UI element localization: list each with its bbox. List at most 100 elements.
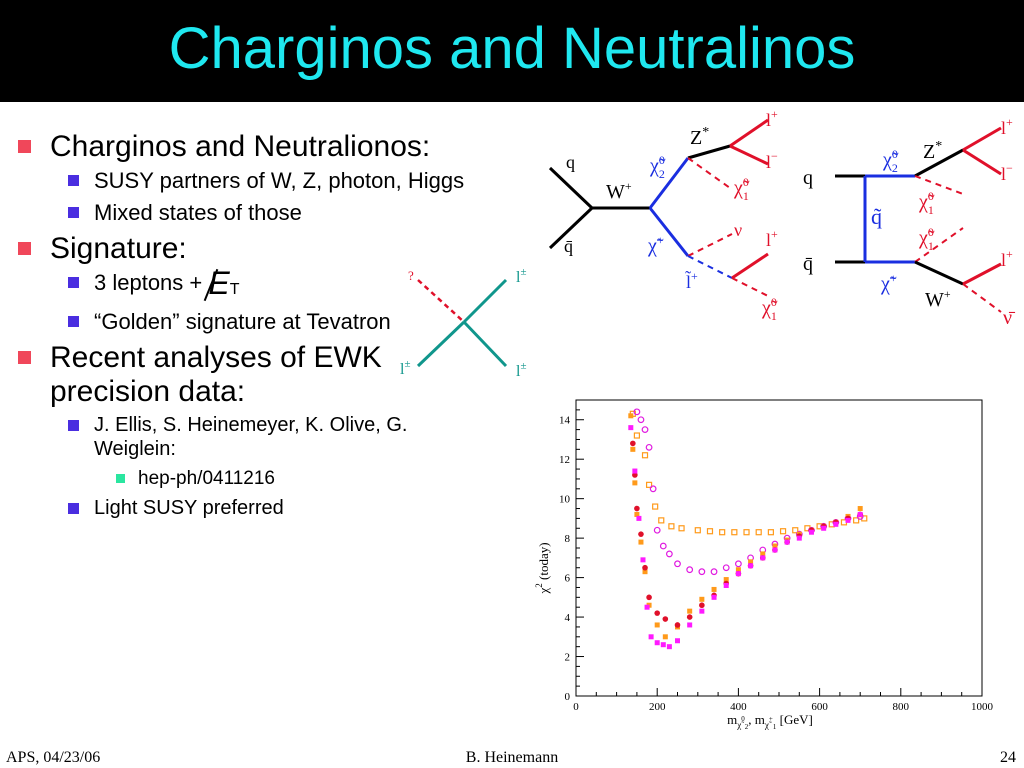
data-point: [779, 528, 787, 535]
data-point: [660, 642, 666, 648]
data-point: [634, 511, 640, 517]
x-tick-label: 800: [893, 701, 910, 713]
data-point: [857, 511, 863, 517]
bullet-text: Mixed states of those: [94, 200, 302, 225]
bullet-level2: Mixed states of those: [12, 200, 532, 226]
bullet-text: 3 leptons +: [94, 270, 209, 295]
antiquark-line: [548, 206, 594, 250]
w-boson-line: [914, 260, 964, 286]
footer-author: B. Heinemann: [465, 749, 559, 766]
data-point: [632, 468, 638, 474]
y-tick-label: 0: [565, 691, 571, 703]
data-point: [833, 521, 839, 527]
label-lepton-right: l±: [516, 360, 527, 380]
label-qbar: q̄: [803, 253, 813, 275]
lepton-right-line: [462, 320, 508, 368]
data-point: [638, 531, 644, 537]
chart-axes: 0 200 400 600 800 1000 0 2 4 6 8 10 12 14: [559, 399, 994, 713]
data-point: [767, 529, 774, 536]
neutralino1-line: [687, 157, 731, 189]
bullet-square-icon: [18, 242, 31, 255]
y-tick-label: 2: [565, 652, 571, 664]
lepton-left-line: [416, 320, 466, 368]
chargino-line: [648, 207, 690, 257]
data-point: [666, 644, 672, 650]
data-point: [694, 527, 701, 534]
label-lepton-top: l±: [516, 266, 527, 286]
bullet-square-icon: [68, 316, 79, 327]
y-tick-label: 8: [565, 533, 571, 545]
z-star-line: [687, 144, 731, 160]
bullet-text: Signature:: [50, 232, 187, 265]
slepton-line: [687, 255, 733, 279]
data-point: [675, 638, 680, 644]
data-point: [735, 571, 741, 577]
data-point: [808, 529, 814, 535]
lepton-plus-line: [729, 118, 769, 148]
label-neutralino2: χ̃0 2: [649, 153, 666, 181]
data-point: [722, 564, 730, 572]
data-point: [699, 602, 705, 609]
label-lepton-minus: l−: [1001, 161, 1013, 184]
y-tick-label: 6: [565, 573, 571, 585]
data-point: [662, 634, 668, 640]
data-point: [772, 547, 778, 553]
lepton-line: [731, 252, 769, 280]
label-unknown: ?: [408, 268, 414, 283]
data-point: [710, 568, 718, 576]
x-tick-label: 600: [811, 701, 828, 713]
data-point: [665, 550, 673, 558]
label-w: W+: [925, 287, 951, 311]
data-point: [644, 604, 650, 610]
chart-ylabel: χ2 (today): [534, 542, 551, 594]
footer-date: APS, 04/23/06: [6, 749, 101, 766]
data-point: [699, 608, 705, 614]
bullet-level1: Signature:: [12, 232, 532, 266]
label-neutralino1: χ̃0 1: [733, 175, 750, 203]
bullet-text: Charginos and Neutralionos:: [50, 130, 431, 163]
chart-series-1: [633, 408, 864, 576]
data-point: [760, 555, 766, 561]
x-tick-label: 400: [730, 701, 747, 713]
feynman-diagram-right: q q̄ q̃ χ̃0 2 Z* l+ l− χ̃0 1 χ̃0 1 χ̃+ W+ l…: [803, 115, 1016, 328]
neutralino2-line: [648, 157, 690, 209]
data-point: [687, 608, 693, 614]
data-point: [719, 529, 726, 536]
data-point: [658, 517, 665, 524]
data-point: [649, 485, 657, 493]
bullet-text: J. Ellis, S. Heinemeyer, K. Olive, G. We…: [94, 414, 408, 460]
z-star-line: [914, 148, 964, 178]
data-point: [642, 569, 648, 575]
bullet-square-icon: [18, 140, 31, 153]
bullet-text: SUSY partners of W, Z, photon, Higgs: [94, 168, 465, 193]
data-point: [653, 526, 661, 534]
bullet-level3: J. Ellis, S. Heinemeyer, K. Olive, G. We…: [12, 413, 474, 461]
data-point: [698, 568, 706, 576]
data-point: [634, 505, 640, 512]
data-point: [731, 529, 738, 536]
data-point: [723, 582, 729, 588]
data-point: [792, 527, 799, 534]
footer-page-number: 24: [1000, 749, 1016, 766]
lepton-minus-line: [962, 148, 1002, 176]
neutralino1-line: [914, 175, 964, 195]
chart-xlabel: mχ̃02, mχ̃+1 [GeV]: [727, 712, 813, 731]
x-tick-label: 0: [573, 701, 579, 713]
y-tick-label: 10: [559, 494, 571, 506]
neutrino-line: [687, 233, 733, 257]
label-neutralino1: χ̃0 1: [918, 189, 935, 217]
y-tick-label: 14: [559, 415, 571, 427]
data-point: [659, 542, 667, 550]
data-point: [796, 535, 802, 541]
label-neutralino1b: χ̃0 1: [918, 225, 935, 253]
data-point: [743, 529, 750, 536]
data-point: [633, 432, 641, 439]
label-z-star: Z*: [923, 139, 942, 163]
bullet-text: hep-ph/0411216: [138, 468, 275, 489]
label-lepton-minus: l−: [766, 149, 778, 172]
bullet-square-icon: [68, 207, 79, 218]
bullet-square-icon: [18, 351, 31, 364]
data-point: [748, 559, 754, 565]
bullet-level4: hep-ph/0411216: [12, 467, 532, 490]
bullet-text: “Golden” signature at Tevatron: [94, 309, 391, 334]
